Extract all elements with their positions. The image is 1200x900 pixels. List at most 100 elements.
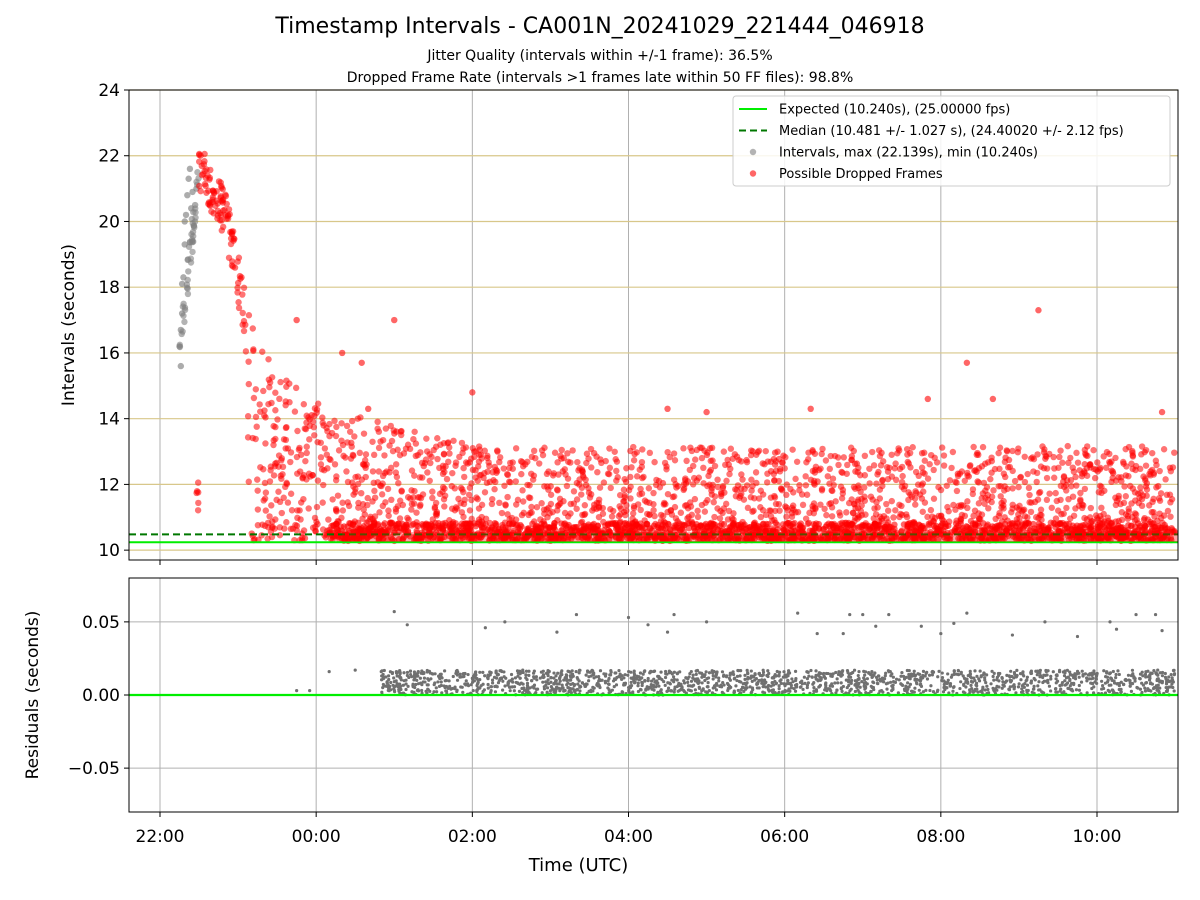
dropped-frame-point [1030,520,1037,528]
dropped-frame-point [1033,478,1040,486]
residual-point [1172,689,1176,693]
residual-point [853,689,857,694]
dropped-frame-point [288,507,296,514]
dropped-frame-point [327,456,334,464]
dropped-frame-point [790,506,797,513]
residual-point [750,679,754,683]
dropped-frame-point [434,455,441,463]
dropped-frame-point [360,506,367,513]
residual-point [905,690,909,695]
dropped-frame-point [1057,496,1064,504]
dropped-frame-point [439,470,447,478]
dropped-frame-point [974,449,981,457]
dropped-frame-point [1081,461,1088,468]
dropped-frame-point [905,460,912,467]
dropped-frame-point [1048,504,1055,511]
dropped-frame-point [570,488,578,495]
dropped-frame-point [867,493,875,500]
dropped-frame-point [339,499,346,506]
dropped-frame-point [389,447,397,455]
dropped-frame-point [858,502,865,509]
dropped-frame-point [1002,473,1009,481]
dropped-frame-point [1036,527,1044,535]
residual-point [867,670,871,675]
dropped-frame-point [276,395,283,403]
dropped-frame-point [1009,485,1016,492]
residual-point [433,681,437,685]
dropped-frame-point [905,489,912,496]
dropped-frame-point [1156,467,1163,475]
dropped-frame-point [792,475,799,483]
dropped-frame-point [783,481,791,488]
dropped-frame-point [296,468,304,475]
dropped-frame-point [752,469,760,476]
dropped-frame-point [796,482,803,489]
dropped-frame-point [1065,459,1072,467]
residual-point [956,668,960,673]
dropped-frame-point [381,469,389,477]
interval-point [184,256,191,264]
residual-point [406,684,410,688]
dropped-frame-point [1100,453,1107,460]
dropped-frame-outlier [703,408,710,416]
chart-subtitle-dropped: Dropped Frame Rate (intervals >1 frames … [346,70,854,86]
dropped-frame-point [896,465,904,473]
dropped-frame-point [783,491,790,499]
dropped-frame-point [266,513,273,520]
residual-point [766,674,770,679]
residual-point [1063,671,1067,675]
dropped-frame-point [429,494,436,502]
dropped-frame-point [766,507,773,514]
dropped-frame-point [1094,459,1101,466]
dropped-frame-point [865,526,872,534]
residual-point [779,678,783,682]
dropped-frame-point [195,499,202,507]
dropped-frame-point [355,504,362,511]
dropped-frame-point [578,491,585,498]
dropped-frame-point [303,419,310,426]
dropped-frame-point [838,495,846,502]
dropped-frame-point [551,519,558,527]
dropped-frame-point [727,465,734,473]
dropped-frame-point [663,466,670,473]
dropped-frame-point [822,457,830,464]
dropped-frame-point [1056,453,1063,461]
dropped-frame-point [843,470,850,477]
dropped-frame-point [386,525,393,532]
residual-point [594,675,598,679]
residual-point [444,689,448,693]
legend-label: Expected (10.240s), (25.00000 fps) [779,103,1010,118]
dropped-frame-point [689,520,696,527]
residual-point [856,673,860,678]
residual-point [887,612,891,617]
dropped-frame-point [1037,506,1045,513]
dropped-frame-point [1015,483,1022,491]
dropped-frame-point [890,514,897,521]
residual-point [1075,634,1080,639]
residual-point [814,673,818,678]
intervals-ytick-label: 16 [98,344,120,364]
dropped-frame-point [757,513,765,521]
dropped-frame-outlier [469,389,476,396]
residual-point [629,680,633,684]
dropped-frame-point [981,460,989,467]
dropped-frame-point [911,495,919,502]
residual-point [766,683,771,688]
dropped-frame-point [268,399,275,407]
residual-point [666,686,671,690]
dropped-frame-point [317,454,325,461]
dropped-frame-point [1098,504,1105,512]
residual-point [486,686,490,690]
residual-point [420,688,424,693]
residual-point [665,630,670,634]
dropped-frame-point [857,471,864,479]
dropped-frame-point [755,447,763,454]
dropped-frame-point [239,291,246,298]
dropped-frame-point [564,534,572,541]
intervals-ytick-label: 24 [98,81,120,101]
interval-point [185,268,192,275]
dropped-frame-point [413,509,420,516]
dropped-frame-point [349,451,357,459]
dropped-frame-point [1149,449,1156,457]
dropped-frame-point [680,481,688,488]
